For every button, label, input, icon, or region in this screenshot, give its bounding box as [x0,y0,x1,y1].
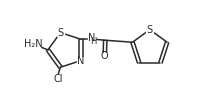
Text: N: N [88,33,95,43]
Text: S: S [57,28,63,38]
Bar [88,35,95,44]
Bar [26,41,40,48]
Bar [146,26,153,33]
Text: N: N [77,56,84,66]
Text: O: O [101,51,109,61]
Text: Cl: Cl [53,74,63,84]
Text: H: H [90,37,96,46]
Text: H₂N: H₂N [24,39,43,49]
Bar [77,57,84,64]
Text: S: S [147,25,153,35]
Bar [101,53,108,60]
Bar [57,29,64,36]
Bar [53,76,63,83]
